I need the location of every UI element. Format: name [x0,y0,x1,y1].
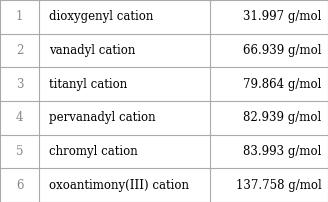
Text: 5: 5 [16,145,23,158]
Text: 6: 6 [16,179,23,192]
Text: 31.997 g/mol: 31.997 g/mol [243,10,321,23]
Text: pervanadyl cation: pervanadyl cation [49,111,156,124]
Text: dioxygenyl cation: dioxygenyl cation [49,10,154,23]
Text: 4: 4 [16,111,23,124]
Text: oxoantimony(III) cation: oxoantimony(III) cation [49,179,189,192]
Text: vanadyl cation: vanadyl cation [49,44,135,57]
Text: 3: 3 [16,78,23,91]
Text: 82.939 g/mol: 82.939 g/mol [243,111,321,124]
Text: titanyl cation: titanyl cation [49,78,128,91]
Text: 1: 1 [16,10,23,23]
Text: 2: 2 [16,44,23,57]
Text: 83.993 g/mol: 83.993 g/mol [243,145,321,158]
Text: 79.864 g/mol: 79.864 g/mol [243,78,321,91]
Text: chromyl cation: chromyl cation [49,145,138,158]
Text: 137.758 g/mol: 137.758 g/mol [236,179,321,192]
Text: 66.939 g/mol: 66.939 g/mol [243,44,321,57]
